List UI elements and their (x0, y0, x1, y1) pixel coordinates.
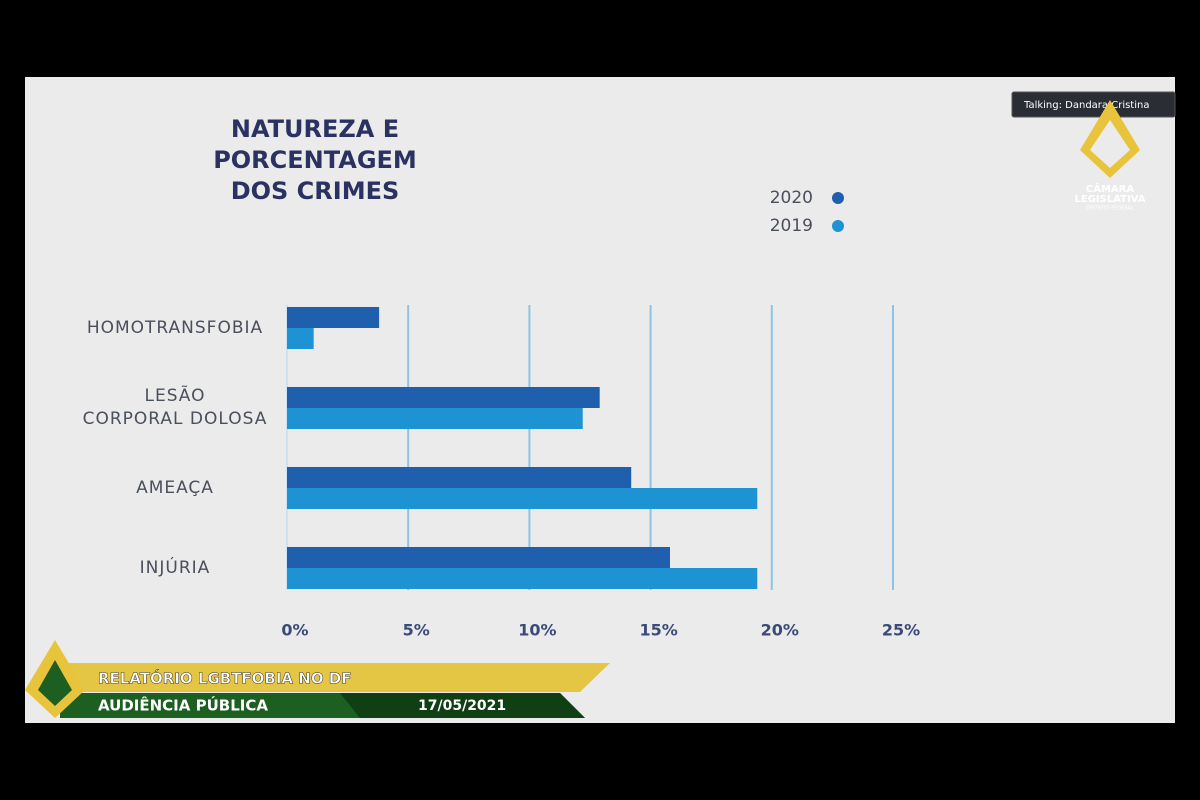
bar (287, 568, 758, 589)
legend-label: 2020 (770, 188, 813, 208)
bar (287, 467, 632, 488)
logo-top: CÂMARA LEGISLATIVA DISTRITO FEDERAL (1074, 100, 1146, 212)
slide (25, 77, 1175, 723)
y-tick-label: LESÃO CORPORAL DOLOSA (82, 386, 268, 429)
banner-date: 17/05/2021 (418, 698, 506, 714)
bar (287, 387, 600, 408)
legend-label: 2019 (770, 216, 813, 236)
banner-title: RELATÓRIO LGBTFOBIA NO DF (98, 669, 352, 688)
chart-title: NATUREZA E PORCENTAGEM DOS CRIMES (213, 115, 417, 205)
x-tick-label: 10% (518, 621, 556, 640)
x-tick-label: 20% (761, 621, 799, 640)
logo-text: CÂMARA (1086, 182, 1134, 195)
x-tick-label: 25% (882, 621, 920, 640)
bar (287, 547, 670, 568)
bar (287, 328, 314, 349)
x-tick-label: 5% (403, 621, 430, 640)
talking-label: Talking: Dandara Cristina (1023, 100, 1149, 111)
banner-subtitle: AUDIÊNCIA PÚBLICA (98, 696, 268, 715)
lower-third: RELATÓRIO LGBTFOBIA NO DF AUDIÊNCIA PÚBL… (25, 640, 610, 718)
bar (287, 488, 758, 509)
y-tick-label: INJÚRIA (139, 557, 211, 578)
talking-box (1011, 91, 1176, 118)
chart: 0% 5% 10% 15% 20% 25% 2020 2019 (281, 188, 920, 640)
y-tick-label: HOMOTRANSFOBIA (86, 317, 264, 338)
y-tick-label: AMEAÇA (136, 477, 214, 498)
x-tick-label: 0% (281, 621, 308, 640)
legend-marker (832, 220, 844, 232)
bar (287, 408, 583, 429)
logo-text: LEGISLATIVA (1074, 194, 1145, 205)
legend-marker (832, 192, 844, 204)
x-tick-label: 15% (639, 621, 677, 640)
logo-text: DISTRITO FEDERAL (1086, 206, 1134, 212)
bar (287, 307, 380, 328)
